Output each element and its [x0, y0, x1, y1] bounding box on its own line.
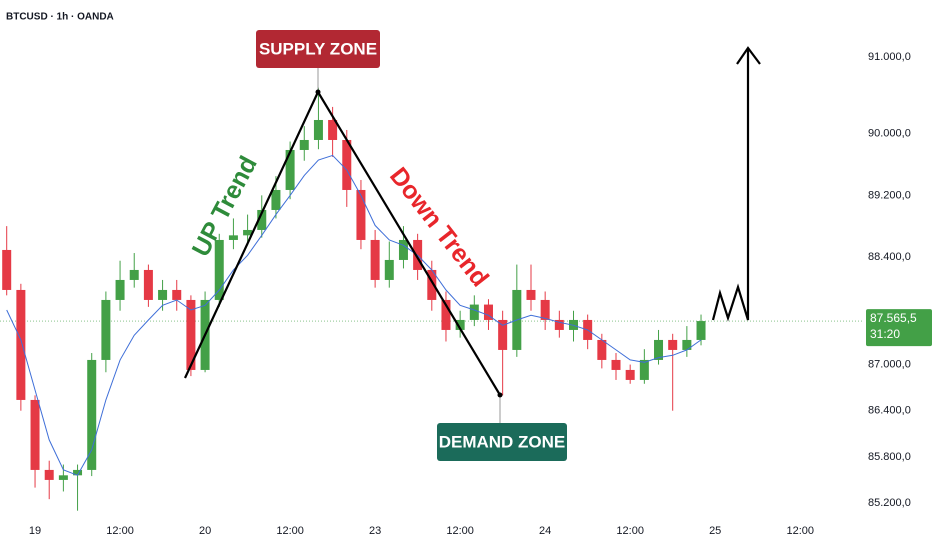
candle-body — [101, 299, 111, 360]
candle-body — [285, 149, 295, 190]
supply-zone-box — [256, 30, 380, 68]
y-tick-label: 87.000,0 — [868, 358, 911, 370]
candle-body — [214, 239, 224, 300]
candle-body — [682, 339, 692, 350]
candle-body — [228, 235, 238, 240]
x-tick-label: 12:00 — [786, 525, 814, 537]
price-box — [866, 309, 932, 347]
candle-body — [356, 189, 366, 240]
chart-title: BTCUSD · 1h · OANDA — [6, 12, 114, 23]
x-tick-label: 12:00 — [276, 525, 304, 537]
countdown: 31:20 — [870, 327, 900, 341]
projection-arrow — [711, 48, 750, 322]
x-tick-label: 12:00 — [446, 525, 474, 537]
y-tick-label: 85.800,0 — [868, 451, 911, 463]
candle-body — [597, 339, 607, 360]
candle-body — [143, 269, 153, 300]
trough-dot — [497, 392, 503, 398]
candle-body — [668, 339, 678, 350]
x-tick-label: 23 — [369, 525, 381, 537]
candle-body — [370, 239, 380, 280]
candle-body — [2, 249, 12, 290]
candle-body — [257, 209, 267, 230]
price-label: 87.565,5 — [870, 311, 917, 325]
candle-body — [299, 139, 309, 150]
plot-area: 85.200,0 85.800,0 86.400,0 87.000,0 88.400,0… — [0, 51, 911, 537]
y-tick-label: 91.000,0 — [868, 51, 911, 63]
y-tick-label: 90.000,0 — [868, 128, 911, 140]
moving-average — [6, 154, 702, 476]
candle-body — [526, 289, 536, 300]
candle-body — [158, 289, 168, 300]
x-tick-label: 24 — [539, 525, 551, 537]
candle-body — [540, 299, 550, 320]
candle-body — [243, 229, 253, 236]
candle-body — [654, 339, 664, 360]
candle-body — [384, 259, 394, 280]
candle-body — [328, 119, 338, 140]
candle-body — [639, 359, 649, 380]
y-tick-label: 85.200,0 — [868, 497, 911, 509]
peak-dot — [315, 89, 321, 95]
candle-body — [498, 319, 508, 350]
x-tick-label: 19 — [29, 525, 41, 537]
candle-body — [455, 319, 465, 330]
candle-body — [30, 399, 40, 470]
candle-body — [271, 189, 281, 210]
demand-zone-label: DEMAND ZONE — [439, 432, 566, 451]
candle-body — [342, 139, 352, 190]
candle-body — [483, 304, 493, 320]
candle-body — [16, 289, 26, 400]
x-tick-label: 25 — [709, 525, 721, 537]
arrow-head — [736, 46, 761, 65]
x-tick-label: 12:00 — [616, 525, 644, 537]
candle-body — [427, 269, 437, 300]
candle-body — [696, 321, 706, 340]
candle-body — [441, 299, 451, 330]
x-tick-label: 12:00 — [106, 525, 134, 537]
candle-body — [44, 469, 54, 480]
supply-zone-label: SUPPLY ZONE — [259, 39, 377, 58]
y-tick-label: 86.400,0 — [868, 405, 911, 417]
candle-body — [313, 119, 323, 140]
candle-body — [625, 369, 635, 380]
candle-body — [73, 469, 83, 476]
candle-body — [186, 299, 196, 370]
candle-body — [611, 359, 621, 370]
candle-body — [554, 319, 564, 330]
candle-body — [58, 475, 68, 480]
candle-body — [398, 239, 408, 260]
demand-zone-box — [437, 423, 567, 461]
y-tick-label: 89.200,0 — [868, 189, 911, 201]
y-tick-label: 88.400,0 — [868, 251, 911, 263]
candle-body — [172, 289, 182, 300]
x-tick-label: 20 — [199, 525, 211, 537]
candle-body — [87, 359, 97, 470]
candle-body — [469, 304, 479, 320]
candle-body — [129, 269, 139, 280]
candle-body — [115, 279, 125, 300]
